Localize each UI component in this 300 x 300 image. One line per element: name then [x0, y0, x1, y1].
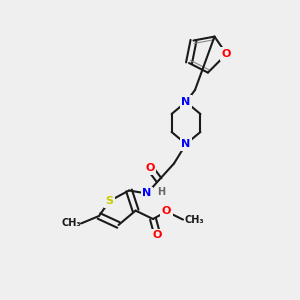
Text: O: O: [162, 206, 171, 217]
Text: N: N: [182, 139, 190, 149]
Text: N: N: [142, 188, 152, 199]
Text: O: O: [145, 163, 155, 173]
Text: H: H: [158, 187, 166, 197]
Text: CH₃: CH₃: [184, 214, 204, 225]
Text: N: N: [182, 97, 190, 107]
Text: O: O: [222, 49, 231, 59]
Text: S: S: [106, 196, 113, 206]
Text: O: O: [153, 230, 162, 241]
Text: CH₃: CH₃: [61, 218, 81, 229]
